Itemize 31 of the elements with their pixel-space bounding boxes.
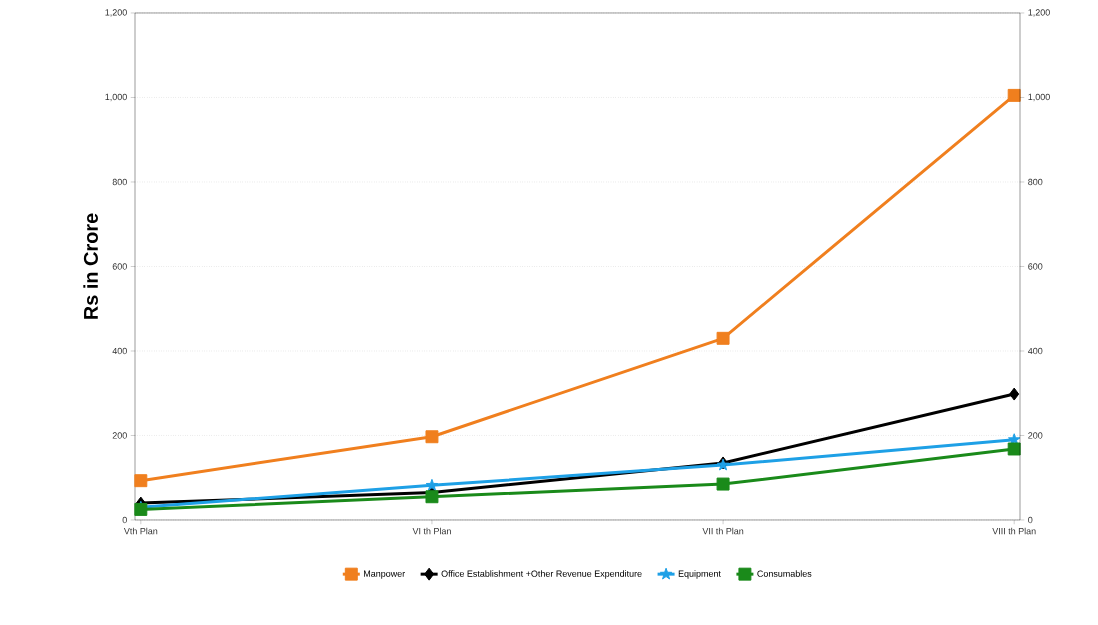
x-tick-label: VII th Plan <box>702 527 744 535</box>
y-tick-label: 600 <box>112 263 127 270</box>
y2-tick-label: 0 <box>1028 516 1033 524</box>
y-tick-label: 800 <box>112 178 127 186</box>
point <box>1007 442 1021 456</box>
y2-tick-label: 600 <box>1028 263 1043 270</box>
legend-label: Office Establishment +Other Revenue Expenditure <box>441 570 642 579</box>
legend-label: Consumables <box>757 570 812 577</box>
y-tick-label: 1,200 <box>105 9 127 17</box>
point <box>716 477 730 491</box>
y-tick-label: 400 <box>112 347 127 355</box>
point <box>134 474 148 488</box>
point <box>1009 387 1020 401</box>
x-tick-label: VI th Plan <box>412 527 451 535</box>
point <box>425 478 439 491</box>
y-axis-title: Rs in Crore <box>83 213 98 319</box>
y-tick-label: 0 <box>122 516 127 524</box>
y2-tick-label: 400 <box>1027 347 1043 355</box>
y-tick-label: 1,000 <box>105 93 127 102</box>
point <box>716 331 730 345</box>
legend-label: Manpower <box>364 570 405 579</box>
legend-label: Equipment <box>678 570 721 579</box>
point <box>425 430 439 444</box>
y-tick-label: 200 <box>112 432 127 439</box>
point <box>425 490 439 504</box>
y2-tick-label: 200 <box>1028 432 1043 439</box>
y2-tick-label: 800 <box>1028 178 1043 186</box>
x-tick-label: VIII th Plan <box>992 527 1036 535</box>
y2-tick-label: 1,000 <box>1028 93 1050 102</box>
y2-tick-label: 1,200 <box>1028 9 1050 17</box>
x-tick-label: Vth Plan <box>123 527 158 535</box>
